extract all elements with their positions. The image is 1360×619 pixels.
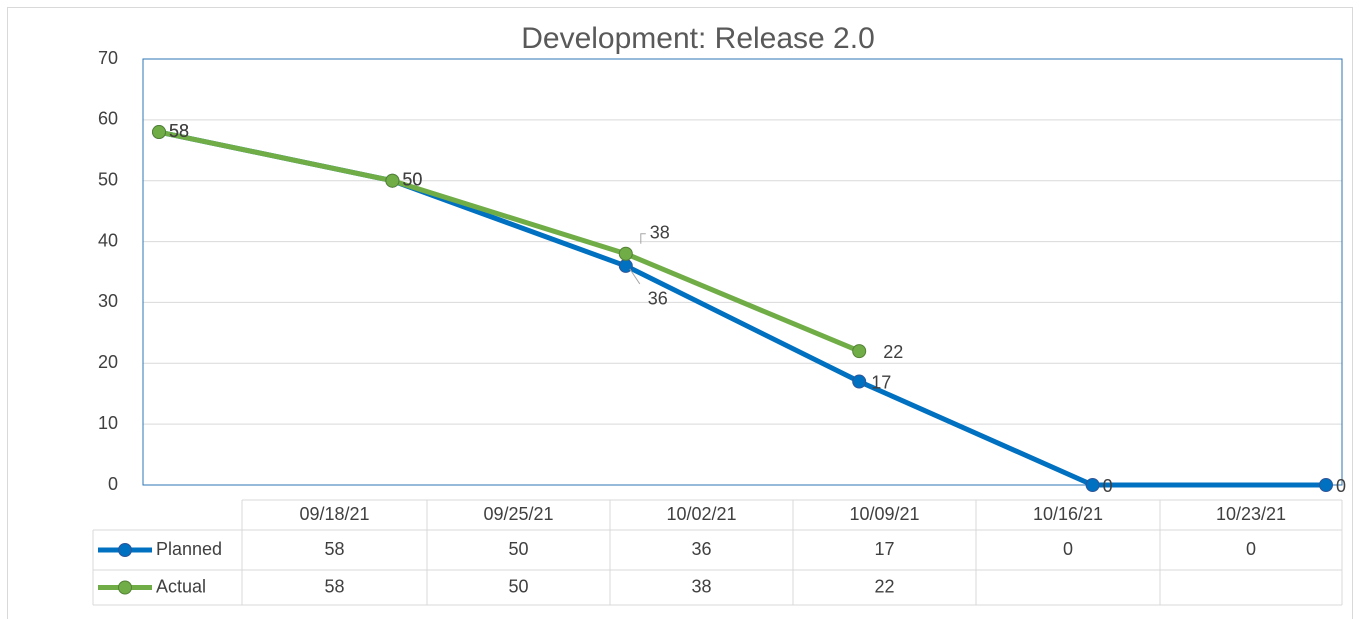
y-tick-label: 20: [98, 352, 118, 372]
table-value: 50: [508, 576, 528, 596]
x-tick-label: 10/16/21: [1033, 504, 1103, 524]
x-tick-label: 10/09/21: [849, 504, 919, 524]
series-line: [158, 129, 861, 354]
x-tick-label: 10/23/21: [1216, 504, 1286, 524]
data-point: [385, 173, 400, 188]
leader-line: [629, 268, 641, 285]
data-label: 50: [402, 169, 422, 189]
data-label: 58: [169, 121, 189, 141]
y-tick-label: 40: [98, 230, 118, 250]
table-value: 36: [691, 539, 711, 559]
table-value: 22: [874, 576, 894, 596]
y-tick-label: 70: [98, 48, 118, 68]
data-label: 22: [883, 342, 903, 362]
y-tick-label: 30: [98, 291, 118, 311]
y-tick-label: 0: [108, 474, 118, 494]
legend-key-marker: [118, 543, 132, 557]
data-label: 50: [402, 169, 422, 189]
table-value: 58: [324, 576, 344, 596]
legend-key-marker: [118, 580, 132, 595]
data-label: 38: [650, 222, 670, 242]
data-label: 58: [169, 121, 189, 141]
data-point: [1085, 478, 1100, 492]
plot-border: [142, 58, 1343, 486]
data-label: 0: [1103, 476, 1113, 496]
data-label: 17: [871, 372, 891, 392]
y-tick-label: 10: [98, 413, 118, 433]
chart-title: Development: Release 2.0: [521, 22, 875, 55]
y-tick-label: 50: [98, 169, 118, 189]
leader-line: [640, 233, 646, 244]
data-label: 0: [1336, 476, 1346, 496]
x-tick-label: 09/25/21: [483, 504, 553, 524]
chart-border: [7, 7, 1353, 619]
data-label: 36: [648, 289, 668, 309]
table-value: 0: [1246, 539, 1256, 559]
x-tick-label: 09/18/21: [299, 504, 369, 524]
legend-label: Actual: [156, 576, 206, 596]
data-point: [1319, 478, 1333, 492]
data-point: [152, 125, 166, 140]
table-value: 38: [691, 576, 711, 596]
data-point: [852, 374, 867, 389]
table-value: 17: [874, 539, 894, 559]
table-value: 0: [1063, 539, 1073, 559]
legend-label: Planned: [156, 539, 222, 559]
y-tick-label: 60: [98, 109, 118, 129]
x-tick-label: 10/02/21: [666, 504, 736, 524]
data-point: [618, 246, 633, 261]
data-point: [852, 344, 867, 359]
table-value: 58: [324, 539, 344, 559]
table-value: 50: [508, 539, 528, 559]
